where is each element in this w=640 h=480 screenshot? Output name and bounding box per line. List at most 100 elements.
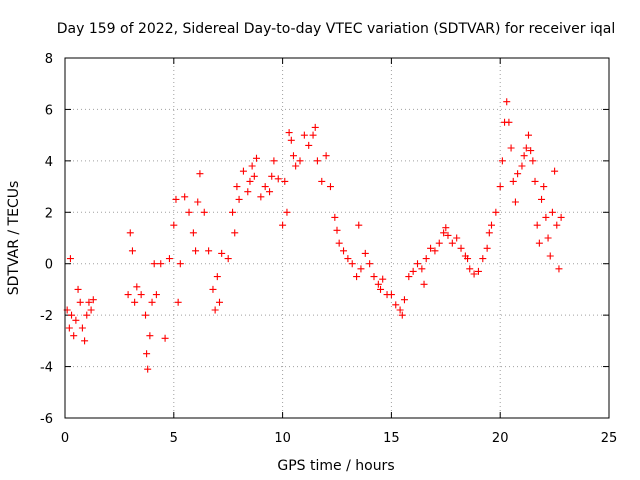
data-point xyxy=(128,247,136,255)
data-point xyxy=(309,131,317,139)
data-point xyxy=(65,324,73,332)
data-point xyxy=(405,273,413,281)
data-point xyxy=(124,291,132,299)
data-point xyxy=(483,244,491,252)
data-point xyxy=(355,221,363,229)
data-point xyxy=(366,260,374,268)
data-point xyxy=(78,324,86,332)
data-point xyxy=(485,229,493,237)
data-point xyxy=(551,167,559,175)
data-point xyxy=(81,337,89,345)
data-point xyxy=(205,247,213,255)
data-point xyxy=(72,316,80,324)
x-tick-label: 5 xyxy=(170,431,178,446)
data-point xyxy=(313,157,321,165)
data-point xyxy=(211,306,219,314)
data-point xyxy=(244,188,252,196)
data-point xyxy=(448,239,456,247)
data-point xyxy=(235,195,243,203)
x-axis-label: GPS time / hours xyxy=(277,458,394,474)
data-point xyxy=(498,157,506,165)
data-point xyxy=(520,152,528,160)
data-point xyxy=(546,252,554,260)
data-point xyxy=(215,298,223,306)
data-point xyxy=(524,131,532,139)
data-point xyxy=(150,260,158,268)
data-point xyxy=(144,365,152,373)
y-tick-label: 8 xyxy=(45,52,53,67)
data-point xyxy=(131,298,139,306)
data-point xyxy=(189,229,197,237)
data-point xyxy=(422,255,430,263)
data-point xyxy=(398,311,406,319)
data-point xyxy=(348,260,356,268)
data-point xyxy=(442,224,450,232)
data-point xyxy=(66,255,74,263)
data-marks xyxy=(63,98,565,373)
data-point xyxy=(274,175,282,183)
data-point xyxy=(85,298,93,306)
data-point xyxy=(535,239,543,247)
data-point xyxy=(252,154,260,162)
data-point xyxy=(200,208,208,216)
data-point xyxy=(126,229,134,237)
data-point xyxy=(170,221,178,229)
data-point xyxy=(392,301,400,309)
data-point xyxy=(176,260,184,268)
data-point xyxy=(544,234,552,242)
chart-title: Day 159 of 2022, Sidereal Day-to-day VTE… xyxy=(57,21,615,37)
data-point xyxy=(377,285,385,293)
data-point xyxy=(196,170,204,178)
data-point xyxy=(231,229,239,237)
data-point xyxy=(181,193,189,201)
data-point xyxy=(261,183,269,191)
data-point xyxy=(146,332,154,340)
data-point xyxy=(148,298,156,306)
data-point xyxy=(503,98,511,106)
data-point xyxy=(387,291,395,299)
data-point xyxy=(76,298,84,306)
data-point xyxy=(487,221,495,229)
data-point xyxy=(143,350,151,358)
data-point xyxy=(70,332,78,340)
data-point xyxy=(557,213,565,221)
data-point xyxy=(246,177,254,185)
data-point xyxy=(353,273,361,281)
data-point xyxy=(281,177,289,185)
data-point xyxy=(133,283,141,291)
y-tick-label: 2 xyxy=(45,206,53,221)
y-tick-label: -4 xyxy=(40,361,53,376)
data-point xyxy=(87,306,95,314)
data-point xyxy=(74,285,82,293)
data-point xyxy=(340,247,348,255)
data-point xyxy=(285,129,293,137)
data-point xyxy=(466,265,474,273)
data-point xyxy=(540,183,548,191)
y-tick-label: -6 xyxy=(40,412,53,427)
data-point xyxy=(431,247,439,255)
x-tick-label: 25 xyxy=(601,431,618,446)
data-point xyxy=(83,311,91,319)
data-point xyxy=(161,334,169,342)
data-point xyxy=(233,183,241,191)
data-point xyxy=(370,273,378,281)
data-point xyxy=(194,198,202,206)
x-tick-label: 15 xyxy=(383,431,400,446)
data-point xyxy=(470,270,478,278)
data-point xyxy=(418,265,426,273)
data-point xyxy=(305,141,313,149)
data-point xyxy=(287,136,295,144)
data-point xyxy=(414,260,422,268)
data-point xyxy=(507,144,515,152)
data-point xyxy=(522,144,530,152)
data-point xyxy=(157,260,165,268)
data-point xyxy=(279,221,287,229)
data-point xyxy=(292,162,300,170)
data-point xyxy=(335,239,343,247)
x-tick-label: 0 xyxy=(61,431,69,446)
data-point xyxy=(496,183,504,191)
data-point xyxy=(213,273,221,281)
data-point xyxy=(420,280,428,288)
data-point xyxy=(289,152,297,160)
